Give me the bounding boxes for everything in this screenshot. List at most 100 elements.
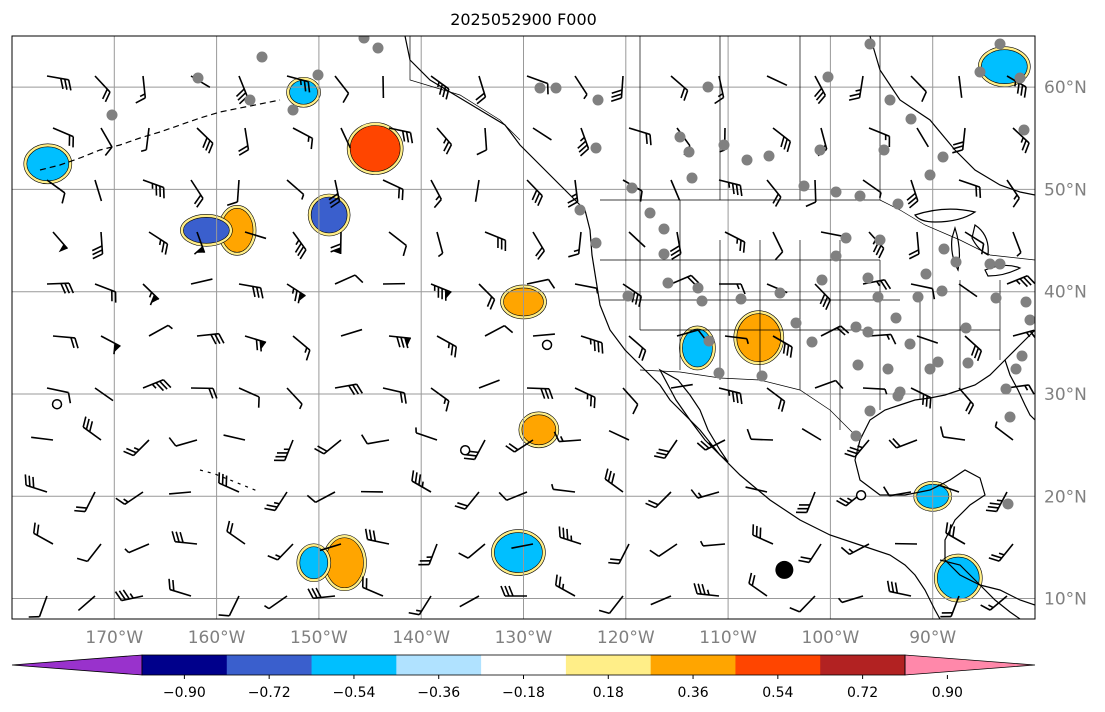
station-dot [974,66,986,78]
wind-barb [805,179,817,208]
wind-barb [408,595,432,616]
wind-barb [980,595,1008,611]
station-dot [994,38,1006,50]
station-dot [816,274,828,286]
station-dot [862,326,874,338]
wind-barb-layer [24,75,1035,618]
lat-tick-label: 60°N [1044,78,1087,98]
station-dot [814,144,826,156]
wind-barb [286,387,303,410]
shaded-region [183,217,230,244]
station-dot [658,223,670,235]
station-dot [850,430,862,442]
station-dot [1020,296,1032,308]
colorbar-tick-label: −0.90 [163,685,206,701]
wind-barb [340,127,352,149]
wind-barb [724,231,746,253]
station-dot-layer [106,36,1035,510]
wind-barb [478,283,496,310]
lon-tick-label: 90°W [909,628,956,648]
wind-barb [264,491,288,512]
wind-barb [334,274,364,285]
plot-title: 2025052900 F000 [450,10,597,29]
colorbar-extend-high [904,654,1036,676]
wind-barb [868,333,897,345]
station-dot [904,338,916,350]
wind-barb [382,179,404,201]
shaded-region [349,125,401,172]
wind-barb [745,486,768,493]
political-borders [409,36,1035,441]
wind-barb [862,387,888,395]
map-frame [11,35,1036,620]
wind-barb [388,335,411,349]
alaska-canada-border [409,36,521,141]
wind-barb [724,335,749,345]
us-mexico-border [639,369,861,441]
wind-barb [908,231,920,260]
wind-barb [340,328,363,337]
wind-barb [94,283,117,303]
wind-barb [526,278,556,289]
wind-barb [411,470,432,493]
canada-province-borders [639,36,881,200]
wind-barb [622,283,643,307]
station-dot [806,336,818,348]
station-dot [1010,363,1022,375]
station-dot [1018,124,1030,136]
station-dot [256,51,268,63]
station-dot [840,232,852,244]
wind-barb [568,231,582,258]
wind-barb [988,543,1014,562]
wind-barb [628,335,647,361]
wind-barb [820,325,850,337]
station-dot [703,335,715,347]
wind-barb [1006,275,1035,288]
wind-barb [319,543,342,552]
wind-barb [459,595,480,608]
wind-barb [772,335,793,358]
station-dot [938,243,950,255]
wind-barb [415,427,438,441]
wind-barb [46,179,66,204]
wind-barb [218,595,240,617]
station-dot [686,172,698,184]
station-dot [1004,411,1016,423]
lon-tick-label: 110°W [699,628,757,648]
hawaii-islands [199,469,261,493]
station-dot [905,113,917,125]
station-dot [590,142,602,154]
station-dot [984,258,996,270]
wind-barb [32,522,54,545]
station-dot [960,322,972,334]
open-circle-marker [541,339,553,351]
wind-barb [46,282,75,294]
wind-barb [772,231,784,261]
station-dot [1014,72,1026,84]
colorbar-tick-label: −0.72 [248,685,291,701]
wind-barb [551,483,576,493]
wind-barb [196,332,225,345]
station-dot [937,151,949,163]
open-circle-marker [855,489,867,501]
station-dot [358,36,370,44]
wind-barb [649,543,678,557]
wind-barb [114,589,144,602]
station-dot [852,359,864,371]
wind-barb [553,431,582,443]
station-dot [372,42,384,54]
wind-barb [886,580,912,597]
wind-barb [94,179,103,202]
lat-tick-label: 30°N [1044,385,1087,405]
wind-barb [94,75,111,103]
station-dot [920,268,932,280]
station-dot [718,139,730,151]
wind-barb [76,543,102,563]
lake-michigan [951,225,961,272]
wind-barb [100,335,121,355]
wind-barb [719,283,746,295]
station-dot [950,256,962,268]
colorbar-segment [735,655,821,675]
wind-barb [74,491,96,513]
shaded-anomaly-layer [23,46,1031,603]
